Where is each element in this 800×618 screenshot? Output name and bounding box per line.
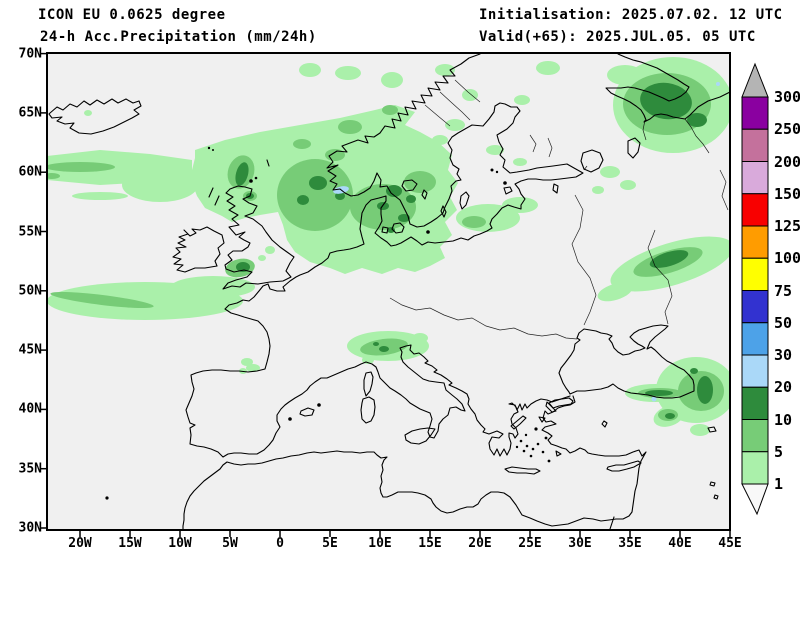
lat-tick-label: 55N (18, 224, 42, 239)
rivers (389, 79, 729, 340)
lon-tick-label: 10E (368, 536, 392, 551)
legend-value: 150 (774, 184, 800, 203)
axis-ticks (40, 52, 731, 537)
lon-tick-label: 45E (718, 536, 742, 551)
island-dots (105, 146, 551, 500)
lon-tick-label: 5W (222, 536, 238, 551)
lon-tick-label: 15E (418, 536, 442, 551)
coastlines (48, 53, 730, 530)
legend-colorbar (741, 62, 769, 516)
lon-tick-label: 40E (668, 536, 692, 551)
legend-value: 5 (774, 442, 784, 461)
legend-value: 50 (774, 313, 793, 332)
lat-tick-label: 50N (18, 283, 42, 299)
valid-time: Valid(+65): 2025.JUL.05. 05 UTC (479, 29, 756, 45)
precip-heavy (235, 82, 713, 419)
product-title: 24-h Acc.Precipitation (mm/24h) (40, 29, 317, 45)
lat-tick-label: 40N (18, 401, 42, 417)
lon-tick-label: 20W (68, 536, 92, 551)
lon-tick-label: 5E (322, 536, 338, 551)
model-title: ICON EU 0.0625 degree (38, 7, 226, 23)
lat-tick-label: 70N (18, 46, 42, 62)
lon-tick-label: 35E (618, 536, 642, 551)
init-time: Initialisation: 2025.07.02. 12 UTC (479, 7, 783, 23)
legend-value: 30 (774, 346, 793, 364)
legend-value: 250 (774, 120, 800, 139)
lon-tick-label: 15W (118, 536, 142, 551)
lon-tick-label: 10W (168, 536, 192, 551)
legend-value: 125 (774, 217, 800, 235)
lat-tick-label: 60N (18, 164, 42, 180)
lon-tick-label: 0 (276, 536, 284, 551)
legend-value: 300 (774, 88, 800, 106)
legend-value: 20 (774, 378, 793, 397)
lat-tick-label: 45N (18, 342, 42, 358)
legend-value: 75 (774, 281, 793, 300)
legend-value: 100 (774, 249, 800, 268)
legend-value: 1 (774, 475, 784, 493)
lat-tick-label: 30N (18, 520, 42, 536)
lon-tick-label: 20E (468, 536, 492, 551)
legend-value: 200 (774, 152, 800, 171)
legend-value: 10 (774, 410, 793, 429)
lon-tick-label: 30E (568, 536, 592, 551)
lat-tick-label: 65N (18, 105, 42, 121)
lon-tick-label: 25E (518, 536, 542, 551)
lat-tick-label: 35N (18, 461, 42, 477)
